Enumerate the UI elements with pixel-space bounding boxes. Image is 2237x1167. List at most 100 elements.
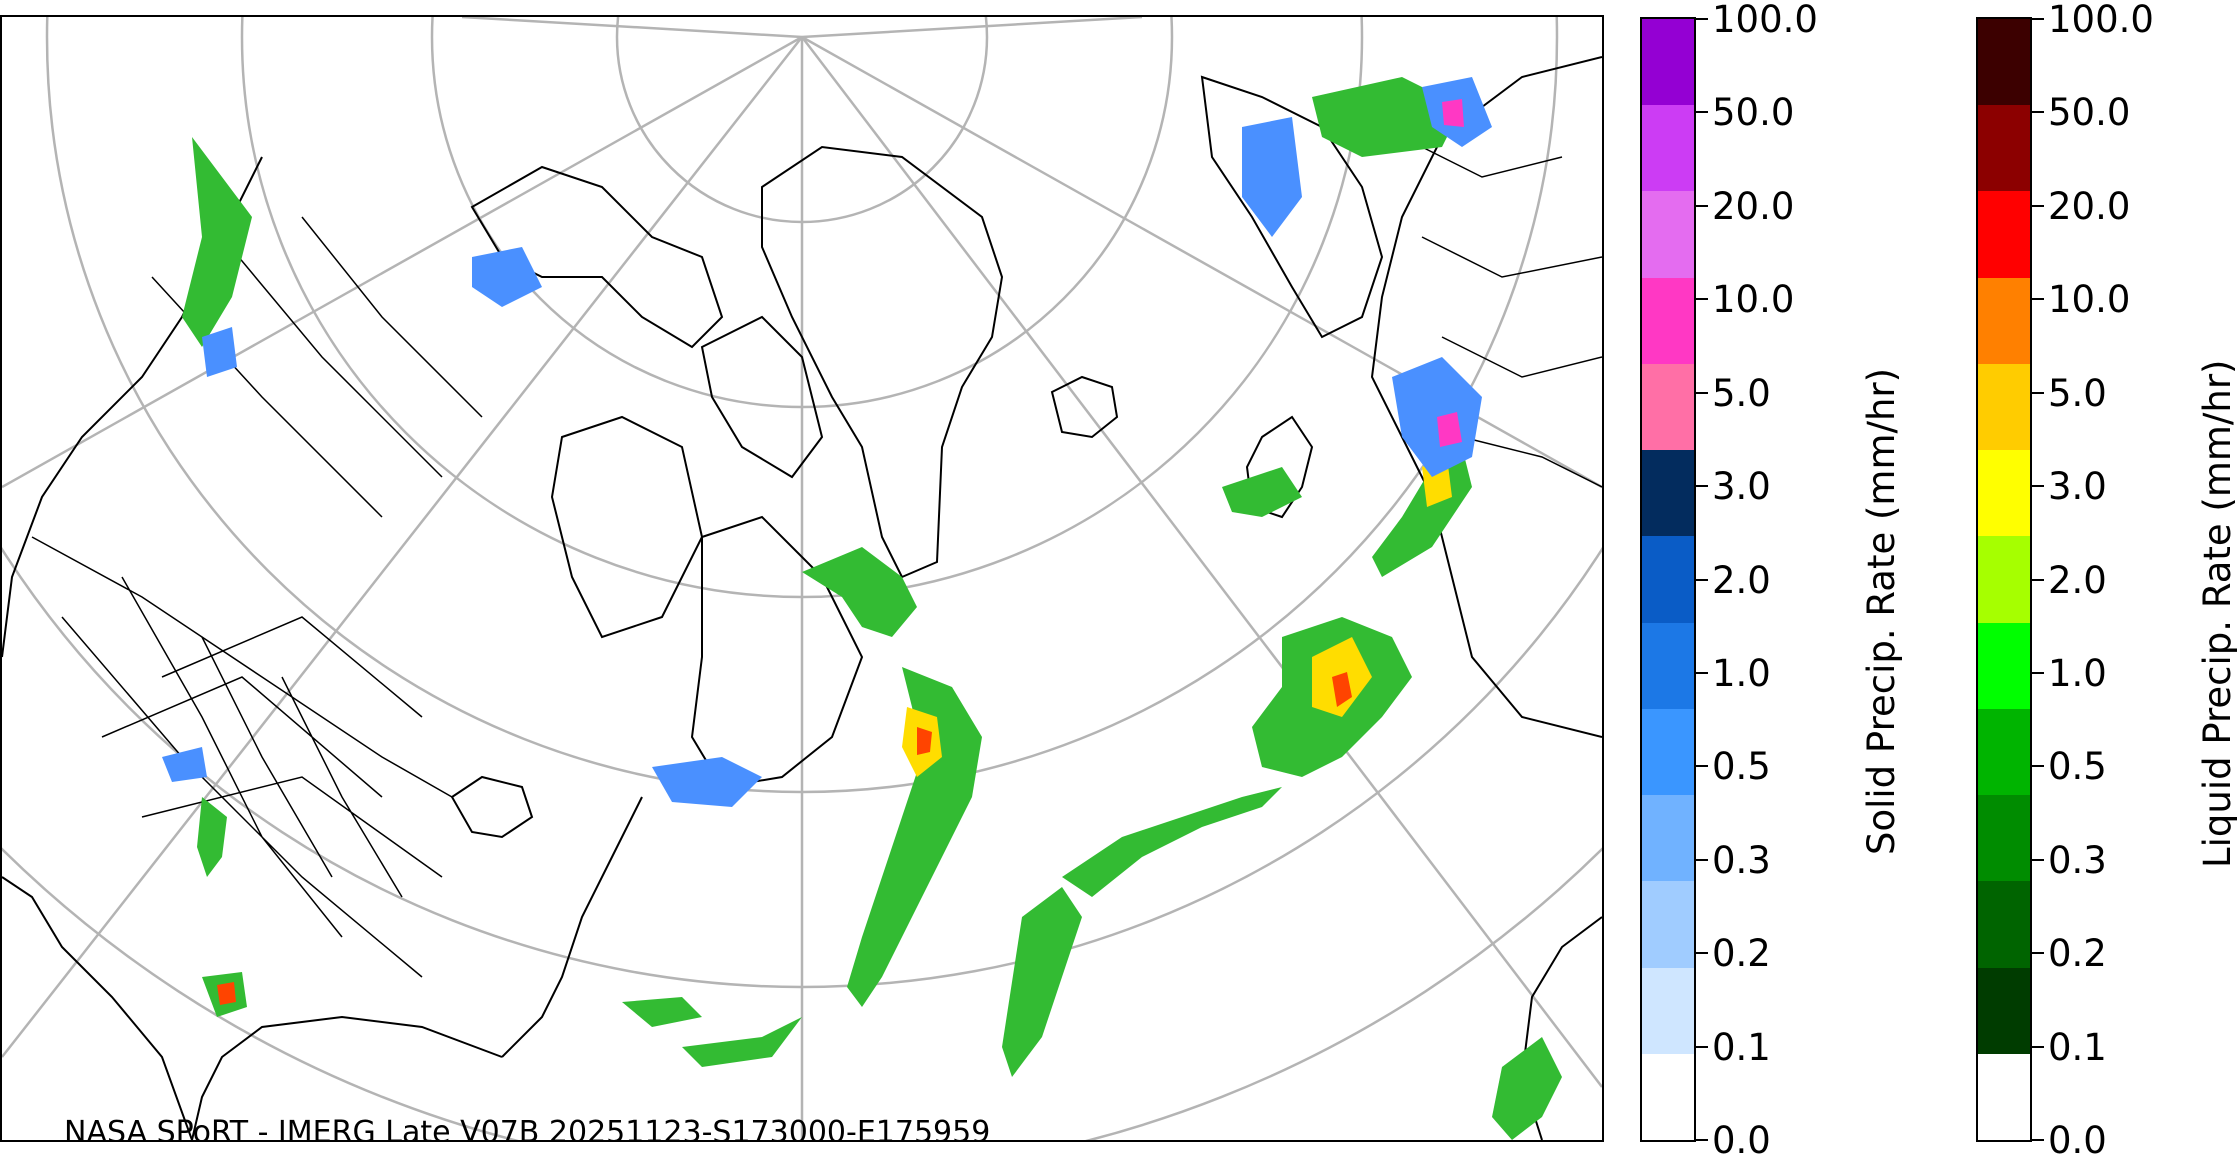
colorbar-segment	[1978, 622, 2030, 709]
liquid-precip-colorbar	[1976, 17, 2032, 1142]
colorbar-tick-label: 20.0	[2048, 184, 2131, 228]
us-east-coast	[501, 796, 643, 1058]
colorbar-tick-label: 50.0	[2048, 91, 2131, 135]
colorbar-tick-label: 0.1	[2048, 1025, 2107, 1069]
colorbar-tick	[1696, 485, 1708, 488]
colorbar-tick-label: 0.5	[1712, 745, 1771, 789]
colorbar-segment	[1642, 450, 1694, 537]
us-state-lines	[61, 576, 443, 978]
colorbar-tick-label: 0.3	[1712, 838, 1771, 882]
colorbar-tick	[2032, 952, 2044, 955]
colorbar-tick	[2032, 578, 2044, 581]
colorbar-tick-label: 10.0	[1712, 278, 1795, 322]
colorbar-tick-label: 3.0	[1712, 465, 1771, 509]
colorbar-segment	[1978, 881, 2030, 968]
colorbar-segment	[1642, 536, 1694, 623]
rain-band	[1222, 467, 1302, 517]
colorbar-segment	[1978, 1053, 2030, 1140]
colorbar-tick	[2032, 18, 2044, 20]
colorbar-tick	[2032, 858, 2044, 861]
colorbar-tick-label: 3.0	[2048, 465, 2107, 509]
solid-colorbar-label: Solid Precip. Rate (mm/hr)	[1860, 367, 1903, 855]
snow-area	[652, 757, 762, 807]
colorbar-tick	[2032, 298, 2044, 301]
colorbar-tick	[2032, 391, 2044, 394]
credit-text: NASA SPoRT - IMERG Late V07B 20251123-S1…	[64, 1115, 991, 1142]
mexico-coast	[2, 876, 193, 1140]
europe-borders	[1401, 136, 1602, 488]
colorbar-tick-label: 50.0	[1712, 91, 1795, 135]
scandinavia-coast	[1200, 75, 1384, 339]
meridian	[2, 36, 803, 1058]
colorbar-tick-label: 1.0	[1712, 651, 1771, 695]
colorbar-tick-label: 2.0	[1712, 558, 1771, 602]
graticule	[2, 17, 1602, 1140]
colorbar-tick	[1696, 578, 1708, 581]
colorbar-tick-label: 5.0	[1712, 371, 1771, 415]
rain-band	[682, 1017, 802, 1067]
colorbar-segment	[1978, 19, 2030, 106]
colorbar-tick	[2032, 204, 2044, 207]
colorbar-tick-label: 0.0	[2048, 1119, 2107, 1162]
rain-band	[847, 667, 982, 1007]
canada-us-border	[31, 536, 453, 798]
rain-band	[182, 137, 252, 347]
great-lakes	[450, 775, 534, 839]
snow-heavy	[1437, 412, 1462, 447]
colorbar-tick	[1696, 18, 1708, 20]
colorbar-segment	[1978, 536, 2030, 623]
colorbar-segment	[1642, 622, 1694, 709]
colorbar-tick-label: 0.5	[2048, 745, 2107, 789]
meridian	[801, 17, 1143, 39]
colorbar-segment	[1642, 708, 1694, 796]
colorbar-tick	[2032, 111, 2044, 114]
rain-core	[917, 727, 932, 755]
colorbar-tick-label: 100.0	[1712, 0, 1818, 41]
colorbar-segment	[1642, 277, 1694, 364]
colorbar-tick	[1696, 1045, 1708, 1048]
labrador-coast	[690, 515, 864, 789]
colorbar-tick-label: 1.0	[2048, 651, 2107, 695]
colorbar-tick	[1696, 111, 1708, 114]
colorbar-tick	[1696, 204, 1708, 207]
political-borders	[31, 136, 1602, 978]
snow-area	[202, 327, 237, 377]
map-canvas	[2, 17, 1602, 1140]
colorbar-segment	[1642, 19, 1694, 106]
rain-core	[1332, 672, 1352, 707]
rain-band	[622, 997, 702, 1027]
colorbar-tick-label: 100.0	[2048, 0, 2154, 41]
colorbar-tick	[2032, 1045, 2044, 1048]
precipitation	[162, 77, 1562, 1140]
iceland-coast	[1050, 375, 1119, 439]
meridian	[2, 35, 803, 489]
colorbar-segment	[1642, 363, 1694, 451]
colorbar-segment	[1978, 363, 2030, 451]
greenland-coast	[761, 145, 1004, 579]
rain-band	[1062, 787, 1282, 897]
colorbar-tick-label: 2.0	[2048, 558, 2107, 602]
colorbar-tick-label: 20.0	[1712, 184, 1795, 228]
precipitation-map[interactable]: NASA SPoRT - IMERG Late V07B 20251123-S1…	[0, 15, 1604, 1142]
rain-band	[1492, 1037, 1562, 1140]
colorbar-tick-label: 10.0	[2048, 278, 2131, 322]
gulf-coast	[191, 1015, 503, 1140]
rain-band	[802, 547, 917, 637]
hudson-bay	[550, 415, 704, 639]
colorbar-tick	[2032, 1139, 2044, 1141]
colorbar-segment	[1978, 967, 2030, 1054]
colorbar-segment	[1978, 708, 2030, 796]
snow-area	[162, 747, 207, 782]
colorbar-tick-label: 5.0	[2048, 371, 2107, 415]
meridian	[461, 17, 803, 39]
snow-heavy	[1442, 99, 1464, 127]
snow-area	[1242, 117, 1302, 237]
colorbar-tick	[2032, 765, 2044, 768]
colorbar-tick	[1696, 298, 1708, 301]
meridian	[801, 36, 1602, 1088]
colorbar-segment	[1642, 967, 1694, 1054]
colorbar-segment	[1642, 105, 1694, 192]
colorbar-tick-label: 0.3	[2048, 838, 2107, 882]
colorbar-segment	[1978, 450, 2030, 537]
colorbar-tick	[1696, 671, 1708, 674]
